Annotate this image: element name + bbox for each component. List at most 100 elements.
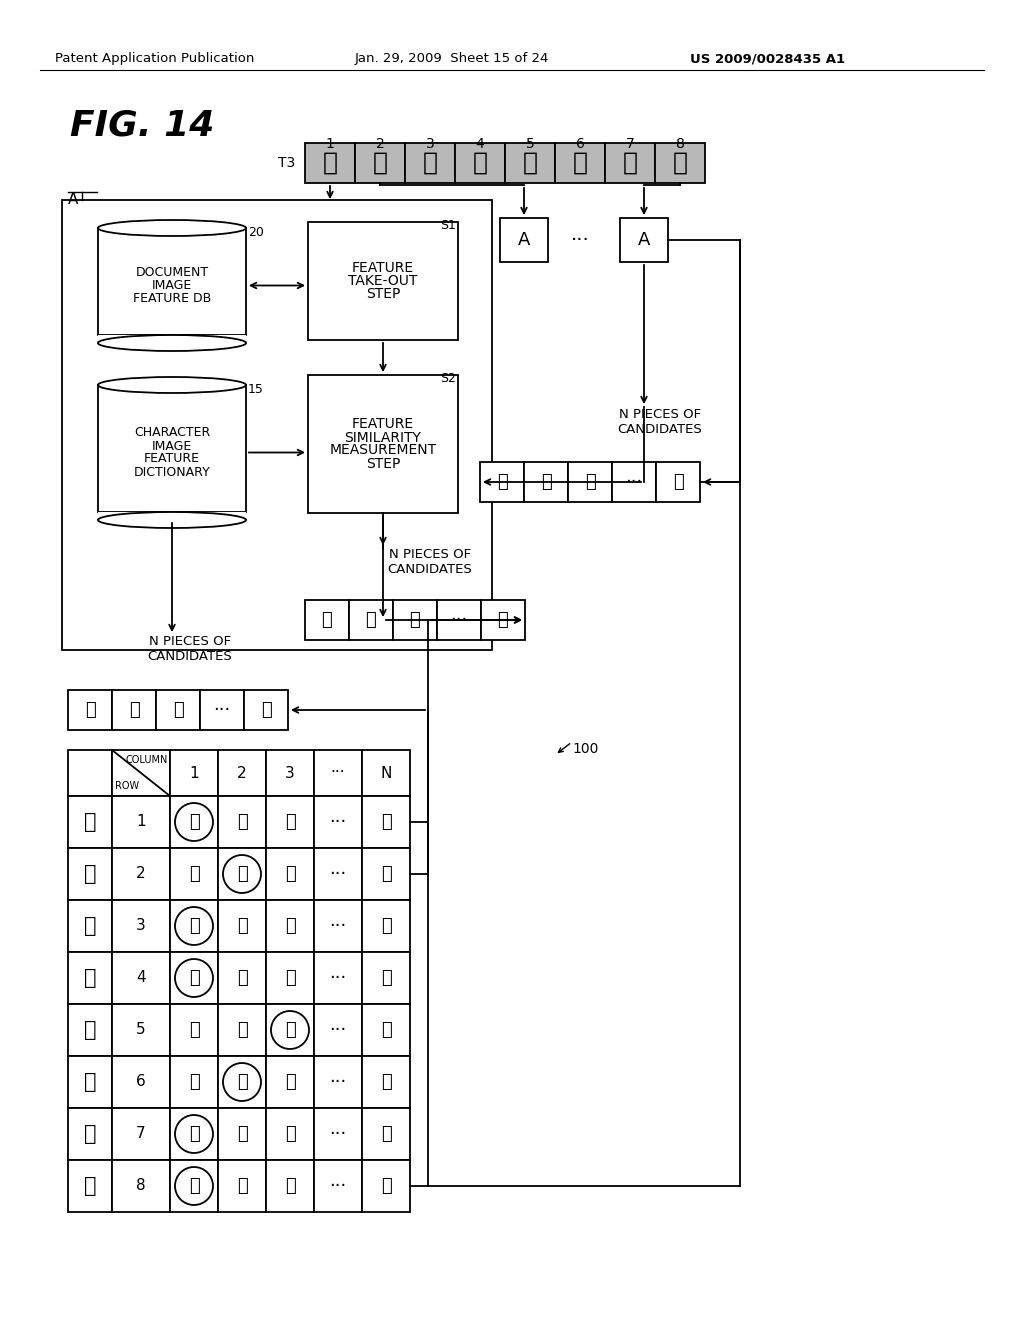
Bar (68, 847, 112, 900)
Text: 地: 地 (84, 1125, 96, 1144)
Text: 層: 層 (237, 969, 248, 987)
Text: STEP: STEP (366, 457, 400, 470)
Bar (170, 1107, 218, 1160)
Bar (568, 462, 612, 502)
Bar (170, 1160, 218, 1212)
Text: 伸: 伸 (322, 611, 333, 630)
Text: 3: 3 (285, 766, 295, 780)
Bar (170, 750, 218, 796)
Text: 居: 居 (84, 968, 96, 987)
Text: 地: 地 (188, 1125, 200, 1143)
Bar (308, 375, 458, 513)
Bar (308, 222, 458, 341)
Text: ···: ··· (570, 231, 590, 249)
Text: 芳: 芳 (585, 473, 595, 491)
Bar (112, 847, 170, 900)
Ellipse shape (98, 378, 246, 393)
Text: 沈: 沈 (237, 1125, 248, 1143)
Text: 伏: 伏 (381, 917, 391, 935)
Text: 1: 1 (136, 814, 145, 829)
Bar (612, 462, 656, 502)
Text: 的: 的 (572, 150, 588, 176)
Bar (481, 601, 525, 640)
Text: 4: 4 (136, 970, 145, 986)
Text: 町: 町 (381, 1073, 391, 1092)
Bar (266, 1107, 314, 1160)
Text: 方: 方 (84, 1176, 96, 1196)
Text: 6: 6 (575, 137, 585, 150)
Bar (218, 900, 266, 952)
Bar (68, 1005, 112, 1056)
Text: 8: 8 (676, 137, 684, 150)
Bar (112, 952, 170, 1005)
Text: 方: 方 (497, 473, 507, 491)
Text: ···: ··· (330, 1125, 347, 1143)
Bar (314, 847, 362, 900)
Text: ···: ··· (626, 473, 643, 491)
Text: 仙: 仙 (84, 916, 96, 936)
Bar (355, 143, 406, 183)
Text: 绌: 绌 (285, 865, 295, 883)
Bar (68, 690, 112, 730)
Text: 8: 8 (136, 1179, 145, 1193)
Text: A: A (68, 191, 79, 207)
Text: 卤: 卤 (285, 1073, 295, 1092)
Bar (68, 1056, 112, 1107)
Text: 云: 云 (285, 813, 295, 832)
Text: 住: 住 (84, 1020, 96, 1040)
Text: 2: 2 (376, 137, 384, 150)
Text: N: N (380, 766, 392, 780)
Bar (218, 1107, 266, 1160)
Bar (455, 143, 505, 183)
Text: S2: S2 (440, 372, 456, 385)
Text: 15: 15 (248, 383, 264, 396)
Bar (500, 218, 548, 261)
Bar (98, 512, 246, 520)
Bar (437, 601, 481, 640)
Text: 砂: 砂 (381, 865, 391, 883)
Text: Patent Application Publication: Patent Application Publication (55, 51, 254, 65)
Text: 2: 2 (136, 866, 145, 882)
Text: FEATURE: FEATURE (352, 417, 414, 432)
Text: 3: 3 (426, 137, 434, 150)
Bar (170, 1005, 218, 1056)
Text: 无: 无 (261, 701, 271, 719)
Bar (266, 900, 314, 952)
Text: FEATURE: FEATURE (352, 261, 414, 275)
Bar (68, 1160, 112, 1212)
Bar (112, 796, 170, 847)
Text: N PIECES OF
CANDIDATES: N PIECES OF CANDIDATES (617, 408, 702, 436)
Text: 伸: 伸 (188, 865, 200, 883)
Bar (620, 218, 668, 261)
Ellipse shape (98, 335, 246, 351)
Text: 仁: 仁 (381, 1020, 391, 1039)
Text: 居: 居 (472, 150, 487, 176)
Text: 1: 1 (326, 137, 335, 150)
Text: 丢: 丢 (237, 813, 248, 832)
Text: MEASUREMENT: MEASUREMENT (330, 444, 436, 458)
Bar (170, 900, 218, 952)
Text: FIG. 14: FIG. 14 (70, 108, 214, 143)
Bar (266, 750, 314, 796)
Bar (656, 462, 700, 502)
Bar (406, 143, 455, 183)
Bar (112, 690, 156, 730)
Text: 100: 100 (572, 742, 598, 756)
Bar (362, 1056, 410, 1107)
Text: 神: 神 (84, 865, 96, 884)
Bar (98, 335, 246, 343)
Text: 7: 7 (626, 137, 635, 150)
Text: 去: 去 (323, 150, 338, 176)
Text: DOCUMENT: DOCUMENT (135, 267, 209, 279)
Bar (555, 143, 605, 183)
Text: 20: 20 (248, 226, 264, 239)
Bar (314, 796, 362, 847)
Bar (362, 847, 410, 900)
Text: 住: 住 (522, 150, 538, 176)
Text: ···: ··· (330, 1177, 347, 1195)
Bar (266, 796, 314, 847)
Text: 仿: 仿 (381, 1177, 391, 1195)
Bar (218, 750, 266, 796)
Text: 神: 神 (373, 150, 387, 176)
Text: 去: 去 (84, 812, 96, 832)
